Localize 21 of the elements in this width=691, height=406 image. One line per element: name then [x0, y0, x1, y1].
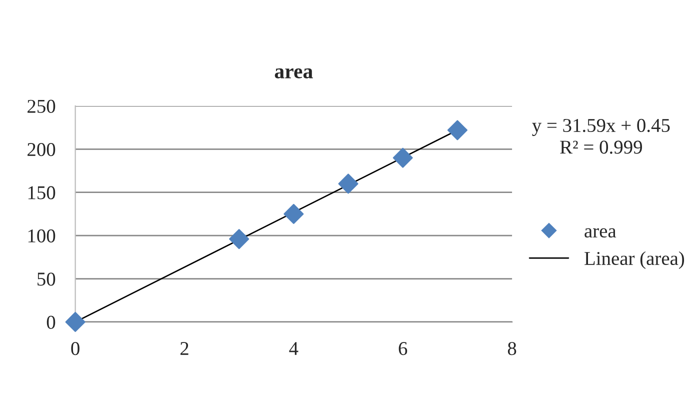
- point: [392, 148, 413, 168]
- x-tick-label: 0: [71, 342, 80, 356]
- point: [284, 204, 304, 224]
- text: y = 31.59x + 0.45 R² = 0.999: [532, 118, 670, 154]
- point: [447, 120, 468, 140]
- y-tick-label: 100: [28, 229, 56, 242]
- y-tick-label: 150: [28, 186, 56, 200]
- legend-label: area: [584, 228, 616, 238]
- y-tick-label: 200: [28, 142, 56, 156]
- chart-title: area: [274, 68, 313, 78]
- x-tick-label: 8: [508, 342, 516, 356]
- legend-label: Linear (area): [584, 251, 684, 269]
- x-tick-label: 6: [398, 342, 408, 356]
- point: [229, 229, 250, 250]
- y-tick-label: 50: [38, 272, 56, 286]
- point: [338, 174, 358, 194]
- x-tick-label: 2: [180, 342, 188, 355]
- y-tick-label: 0: [46, 316, 56, 329]
- y-tick-label: 250: [28, 100, 56, 113]
- x-tick-label: 4: [289, 342, 298, 355]
- point: [65, 312, 86, 332]
